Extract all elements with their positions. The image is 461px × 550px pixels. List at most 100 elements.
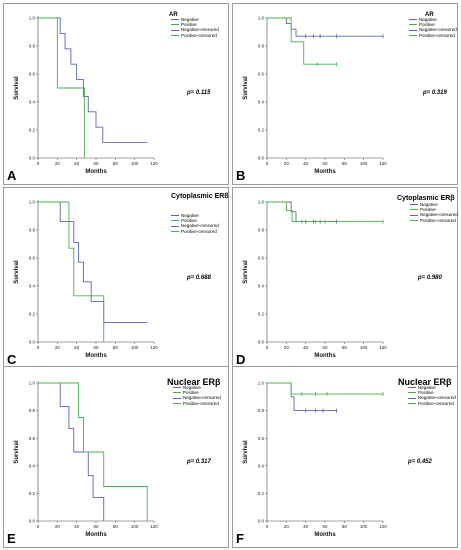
x-axis-title: Months <box>314 353 336 359</box>
legend: Negative Positive Negative-censored Posi… <box>409 17 457 38</box>
legend-entry-positive: Positive <box>409 22 457 27</box>
y-axis-title: Survival <box>243 76 249 100</box>
y-tick-label: 0.2 <box>258 491 265 496</box>
panel-title: AR <box>425 12 434 18</box>
y-tick-label: 0.4 <box>29 100 36 105</box>
legend-swatch-negative <box>410 204 418 206</box>
legend-text: Positive <box>181 22 197 28</box>
y-tick-label: 0.8 <box>258 44 265 49</box>
x-tick-label: 120 <box>150 524 158 529</box>
x-tick-label: 100 <box>131 161 139 166</box>
p-value: p= 0.980 <box>418 275 442 281</box>
legend-text: Positive <box>419 22 435 28</box>
p-value: p= 0.319 <box>423 90 447 96</box>
legend-swatch-positive <box>410 209 418 211</box>
panel-title: Cytoplasmic ERβ <box>397 195 455 202</box>
legend: Negative Positive Negative-censored Posi… <box>410 202 458 223</box>
legend-entry-positive: Positive <box>171 22 219 27</box>
x-tick-label: 80 <box>113 161 119 166</box>
x-tick-label: 60 <box>322 345 328 350</box>
legend-entry-positive: Positive <box>408 390 456 395</box>
series-line-negative <box>267 382 337 412</box>
x-tick-label: 0 <box>266 345 269 350</box>
legend-text: Positive <box>181 218 197 224</box>
legend-text: Negative <box>183 385 201 390</box>
series-line-positive <box>38 17 85 158</box>
legend-entry-negative: Negative <box>410 202 458 207</box>
x-tick-label: 0 <box>37 345 40 350</box>
legend-entry-positive-censored: Positive-censored <box>171 33 219 38</box>
x-tick-label: 100 <box>360 524 368 529</box>
legend-text: Negative <box>418 385 436 390</box>
p-value: p= 0.317 <box>187 459 211 465</box>
legend-text: Positive-censored <box>181 228 217 234</box>
legend-entry-positive-censored: Positive-censored <box>408 401 456 406</box>
x-axis-title: Months <box>85 532 107 538</box>
y-tick-label: 0.4 <box>258 100 265 105</box>
panel-a: 0.0 0.2 0.4 0.6 0.8 1.0 0 20 40 60 80 100 120 Months S… <box>3 3 229 185</box>
y-tick-label: 0.6 <box>258 256 265 261</box>
x-tick-label: 20 <box>55 161 61 166</box>
y-axis-title: Survival <box>243 440 249 464</box>
legend-swatch-positive-censored <box>173 402 181 404</box>
panel-title: Cytoplasmic ERß <box>171 193 229 200</box>
y-tick-label: 0.8 <box>29 44 36 49</box>
series-line-negative <box>38 382 105 521</box>
legend-entry-positive: Positive <box>173 390 221 395</box>
x-tick-label: 60 <box>93 345 99 350</box>
x-tick-label: 20 <box>55 345 61 350</box>
legend-text: Negative-censored <box>420 212 458 218</box>
panel-title: AR <box>169 12 178 18</box>
legend: Negative Positive Negative-censored Posi… <box>408 385 456 406</box>
panel-d: 0.0 0.2 0.4 0.6 0.8 1.0 0 20 40 60 80 100 120 Months S… <box>232 187 458 369</box>
legend-text: Positive-censored <box>181 32 217 38</box>
y-tick-label: 0.2 <box>29 491 36 496</box>
y-tick-label: 0.8 <box>29 228 36 233</box>
x-tick-label: 60 <box>93 524 99 529</box>
y-tick-label: 0.4 <box>29 463 36 468</box>
panel-title: Nuclear ERβ <box>167 377 221 387</box>
y-tick-label: 1.0 <box>258 381 265 386</box>
series-line-negative <box>267 17 383 37</box>
legend-swatch-positive <box>408 392 416 394</box>
y-axis-title: Survival <box>14 440 20 464</box>
legend-text: Negative-censored <box>183 395 221 401</box>
legend-entry-negative-censored: Negative-censored <box>171 27 219 32</box>
y-tick-label: 0.0 <box>258 156 265 161</box>
legend-swatch-negative <box>409 19 417 21</box>
x-tick-label: 20 <box>284 161 290 166</box>
x-tick-label: 80 <box>342 345 348 350</box>
legend-swatch-positive <box>171 220 179 222</box>
y-tick-label: 0.6 <box>29 72 36 77</box>
y-tick-label: 1.0 <box>29 16 36 21</box>
y-tick-label: 0.8 <box>258 228 265 233</box>
panel-c: 0.0 0.2 0.4 0.6 0.8 1.0 0 20 40 60 80 100 120 Months S… <box>3 187 229 369</box>
x-tick-label: 0 <box>266 524 269 529</box>
legend-swatch-positive-censored <box>408 402 416 404</box>
legend-text: Negative-censored <box>181 27 219 33</box>
panel-b: 0.0 0.2 0.4 0.6 0.8 1.0 0 20 40 60 80 100 120 Months S… <box>232 3 458 185</box>
x-tick-label: 120 <box>379 524 387 529</box>
x-tick-label: 80 <box>342 161 348 166</box>
legend-text: Positive <box>420 207 436 213</box>
y-tick-label: 0.6 <box>258 72 265 77</box>
legend-text: Positive-censored <box>183 400 219 406</box>
legend-text: Positive-censored <box>420 217 456 223</box>
series-line-positive <box>267 17 337 65</box>
series-line-positive <box>267 201 383 223</box>
legend-entry-negative-censored: Negative-censored <box>408 395 456 400</box>
panel-e: 0.0 0.2 0.4 0.6 0.8 1.0 0 20 40 60 80 100 120 Months S… <box>3 366 229 548</box>
y-tick-label: 0.8 <box>29 408 36 413</box>
legend-entry-negative: Negative <box>408 385 456 390</box>
x-tick-label: 80 <box>113 345 119 350</box>
legend-entry-negative: Negative <box>409 17 457 22</box>
series-line-negative <box>38 17 148 144</box>
legend-swatch-negative <box>408 387 416 389</box>
legend-swatch-positive-censored <box>409 34 417 36</box>
legend: Negative Positive Negative-censored Posi… <box>173 385 221 406</box>
x-tick-label: 0 <box>37 161 40 166</box>
x-tick-label: 0 <box>37 524 40 529</box>
y-tick-label: 0.0 <box>258 519 265 524</box>
legend-swatch-negative-censored <box>171 29 179 31</box>
